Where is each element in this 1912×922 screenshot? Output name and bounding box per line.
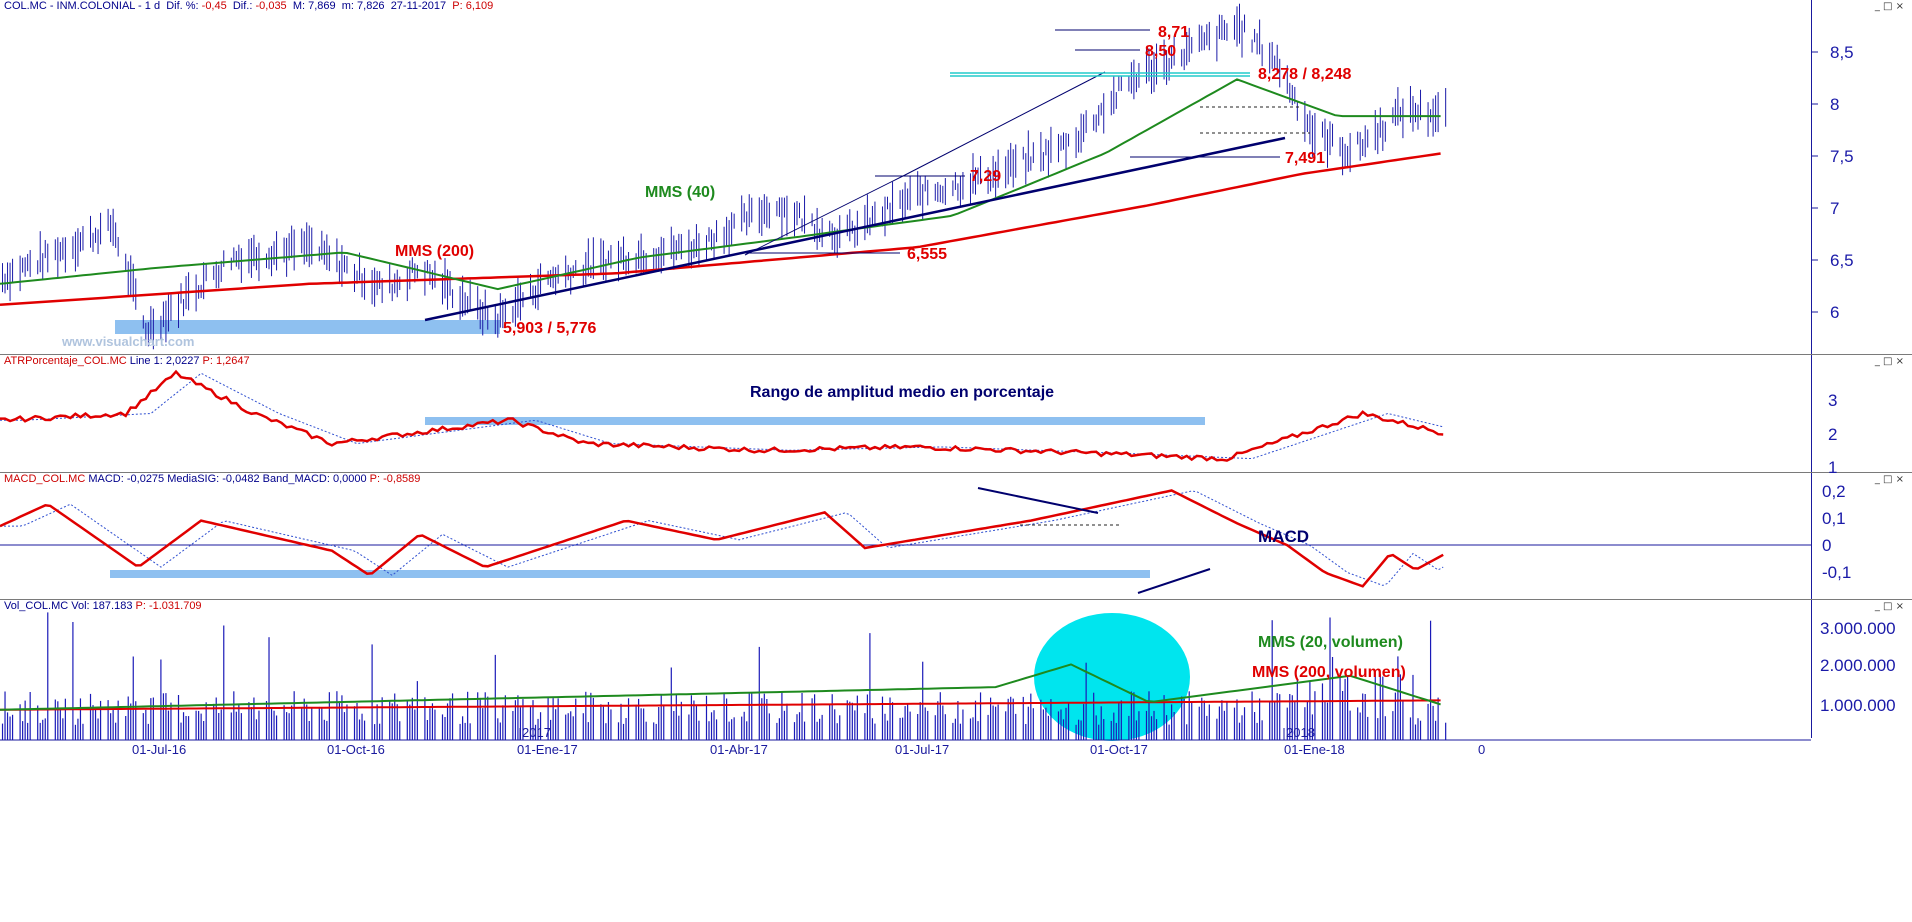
watermark: www.visualchart.com (61, 334, 194, 349)
annotation-mms200: MMS (200) (395, 243, 474, 260)
volume-caption-green: MMS (20, volumen) (1258, 634, 1403, 651)
volume-sma20-line (0, 663, 1441, 711)
price-panel[interactable]: COL.MC - INM.COLONIAL - 1 d Dif. %: -0,4… (0, 0, 1912, 355)
macd-divergence-top (977, 487, 1099, 514)
x-tick-label: 01-Ene-17 (517, 742, 578, 757)
volume-sma200-line (0, 699, 1441, 711)
volume-panel[interactable]: Vol_COL.MC Vol: 187.183 P: -1.031.709 _ … (0, 600, 1912, 922)
macd-ytick: -0,1 (1822, 563, 1851, 582)
price-ytick: 8 (1830, 95, 1839, 114)
macd-ytick: 0,2 (1822, 482, 1846, 501)
atr-band (425, 417, 1205, 425)
price-ytick: 7 (1830, 199, 1839, 218)
atr-chart: Rango de amplitud medio en porcentaje 3 … (0, 369, 1837, 477)
atr-window-buttons[interactable]: _ □ × (1874, 356, 1904, 367)
macd-signal-line (0, 490, 1444, 586)
sma40-line (0, 78, 1441, 291)
x-tick-label: 01-Oct-17 (1090, 742, 1148, 757)
x-tick-label: 01-Jul-16 (132, 742, 186, 757)
volume-y-axis (1811, 600, 1812, 738)
thin-trendline-lower (744, 174, 906, 256)
support-band (115, 320, 500, 334)
year-label: 2017 (522, 725, 551, 740)
price-y-axis (1811, 0, 1812, 354)
annotation-6555: 6,555 (907, 246, 947, 263)
volume-ytick: 2.000.000 (1820, 656, 1896, 675)
macd-window-buttons[interactable]: _ □ × (1874, 474, 1904, 485)
sma200-line (0, 152, 1441, 307)
atr-ytick: 1 (1828, 458, 1837, 477)
price-chart: 8,71 8,50 8,278 / 8,248 7,491 7,29 6,555… (0, 3, 1854, 350)
macd-line (0, 489, 1444, 588)
macd-ytick: 0 (1822, 536, 1831, 555)
x-tick-label: 0 (1478, 742, 1485, 757)
macd-band (110, 570, 1150, 578)
atr-signal-line (0, 372, 1444, 460)
volume-ytick: 1.000.000 (1820, 696, 1896, 715)
atr-y-axis (1811, 355, 1812, 472)
volume-window-buttons[interactable]: _ □ × (1874, 601, 1904, 612)
x-tick-label: 01-Abr-17 (710, 742, 768, 757)
main-trendline (424, 136, 1286, 322)
annotation-mms40: MMS (40) (645, 184, 715, 201)
annotation-871: 8,71 (1158, 24, 1189, 41)
volume-ytick: 3.000.000 (1820, 619, 1896, 638)
macd-divergence-bottom (1137, 568, 1211, 594)
macd-caption: MACD (1258, 527, 1309, 546)
macd-y-axis (1811, 473, 1812, 599)
price-panel-title: COL.MC - INM.COLONIAL - 1 d Dif. %: -0,4… (4, 0, 494, 12)
atr-ytick: 3 (1828, 391, 1837, 410)
atr-panel[interactable]: ATRPorcentaje_COL.MC Line 1: 2,0227 P: 1… (0, 355, 1912, 477)
x-axis-labels: 01-Jul-16 01-Oct-16 01-Ene-17 01-Abr-17 … (132, 742, 1485, 757)
price-ytick: 8,5 (1830, 43, 1854, 62)
macd-panel[interactable]: MACD_COL.MC MACD: -0,0275 MediaSIG: -0,0… (0, 473, 1912, 600)
macd-chart: MACD 0,2 0,1 0 -0,1 (0, 482, 1851, 594)
price-ytick: 6,5 (1830, 251, 1854, 270)
annotation-8278: 8,278 / 8,248 (1258, 66, 1352, 83)
atr-line (0, 369, 1444, 462)
annotation-7491: 7,491 (1285, 150, 1325, 167)
x-tick-label: 01-Jul-17 (895, 742, 949, 757)
price-bars (2, 3, 1447, 350)
price-ytick: 7,5 (1830, 147, 1854, 166)
volume-caption-red: MMS (200, volumen) (1252, 664, 1406, 681)
thin-trendline-upper (904, 71, 1106, 176)
macd-panel-title: MACD_COL.MC MACD: -0,0275 MediaSIG: -0,0… (4, 473, 421, 485)
volume-panel-title: Vol_COL.MC Vol: 187.183 P: -1.031.709 (4, 600, 202, 612)
volume-bars (1, 612, 1447, 740)
volume-highlight-ellipse (1034, 613, 1190, 741)
price-ytick: 6 (1830, 303, 1839, 322)
annotation-729: 7,29 (970, 168, 1001, 185)
price-window-buttons[interactable]: _ □ × (1874, 1, 1904, 12)
x-tick-label: 01-Oct-16 (327, 742, 385, 757)
atr-ytick: 2 (1828, 425, 1837, 444)
volume-chart: MMS (20, volumen) MMS (200, volumen) 3.0… (0, 612, 1896, 757)
atr-panel-title: ATRPorcentaje_COL.MC Line 1: 2,0227 P: 1… (4, 355, 250, 367)
annotation-850: 8,50 (1145, 43, 1176, 60)
year-label: 2018 (1286, 725, 1315, 740)
price-yticks: 8,5 8 7,5 7 6,5 6 (1811, 43, 1854, 322)
x-tick-label: 01-Ene-18 (1284, 742, 1345, 757)
annotation-5903: 5,903 / 5,776 (503, 320, 597, 337)
macd-ytick: 0,1 (1822, 509, 1846, 528)
atr-caption: Rango de amplitud medio en porcentaje (750, 384, 1054, 401)
